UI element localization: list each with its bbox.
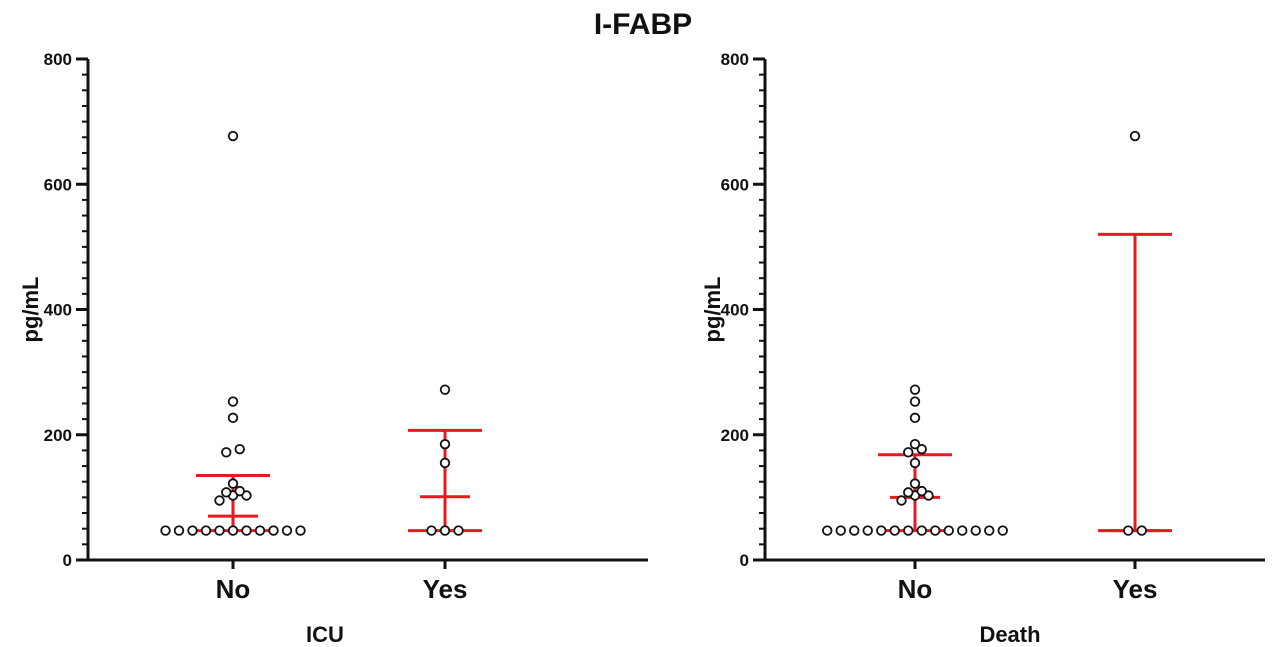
data-point xyxy=(160,525,171,536)
data-point xyxy=(227,412,239,424)
x-axis-title: Death xyxy=(979,622,1040,647)
data-point xyxy=(876,525,887,536)
data-point xyxy=(254,525,266,536)
data-point xyxy=(909,412,921,424)
y-tick-label: 400 xyxy=(44,301,72,320)
data-point xyxy=(943,525,954,536)
data-point xyxy=(909,396,921,407)
data-point xyxy=(909,438,921,450)
y-tick-label: 200 xyxy=(44,426,72,445)
data-point xyxy=(849,525,860,536)
data-point xyxy=(930,525,941,536)
data-point xyxy=(822,525,833,536)
data-point xyxy=(221,447,232,458)
data-point xyxy=(896,495,907,506)
y-tick-label: 0 xyxy=(63,551,72,570)
data-point xyxy=(281,525,293,536)
data-point xyxy=(439,525,451,536)
data-point xyxy=(1123,525,1134,536)
data-point xyxy=(227,525,239,536)
data-point xyxy=(227,478,239,489)
data-point xyxy=(970,525,981,536)
data-point xyxy=(200,525,212,536)
y-tick-label: 800 xyxy=(721,50,749,69)
data-point xyxy=(453,525,464,536)
data-point xyxy=(439,438,451,450)
data-point xyxy=(295,525,306,536)
data-point xyxy=(227,396,239,407)
x-category-label: No xyxy=(216,574,251,604)
data-point xyxy=(214,495,225,506)
y-tick-label: 800 xyxy=(44,50,72,69)
chart-panel-death: 0 200 400 600 800 No Yes pg/mL Death xyxy=(700,50,1265,647)
x-category-label: Yes xyxy=(423,574,468,604)
data-point xyxy=(234,485,245,497)
y-tick-label: 400 xyxy=(721,301,749,320)
y-axis-title: pg/mL xyxy=(18,277,43,343)
data-point xyxy=(997,525,1008,536)
data-point xyxy=(1129,130,1141,142)
data-point xyxy=(439,384,451,395)
data-point xyxy=(426,525,437,536)
data-point xyxy=(909,384,921,395)
y-tick-label: 200 xyxy=(721,426,749,445)
data-point xyxy=(957,525,968,536)
data-point xyxy=(1136,525,1147,536)
data-point xyxy=(916,525,927,536)
data-point xyxy=(173,525,185,536)
data-point xyxy=(187,525,198,536)
x-category-label: No xyxy=(898,574,933,604)
data-point xyxy=(984,525,995,536)
y-tick-label: 600 xyxy=(721,175,749,194)
data-point xyxy=(903,525,914,536)
y-axis-title: pg/mL xyxy=(700,277,725,343)
data-point xyxy=(234,443,245,455)
data-point xyxy=(268,525,279,536)
data-point xyxy=(909,457,921,469)
data-point xyxy=(909,478,921,489)
data-point xyxy=(227,130,239,142)
data-point xyxy=(916,443,927,455)
data-point xyxy=(903,487,914,498)
data-point xyxy=(862,525,873,536)
data-point xyxy=(889,525,900,536)
data-point xyxy=(903,447,914,458)
data-point xyxy=(214,525,225,536)
figure-title: I-FABP xyxy=(593,8,693,41)
data-point xyxy=(221,487,232,498)
x-category-label: Yes xyxy=(1113,574,1158,604)
data-point xyxy=(241,525,252,536)
chart-panel-icu: 0 200 400 600 800 No Yes pg/mL ICU xyxy=(18,50,648,647)
data-point xyxy=(835,525,846,536)
y-tick-label: 600 xyxy=(44,175,72,194)
data-point xyxy=(916,485,927,497)
x-axis-title: ICU xyxy=(306,622,344,647)
data-point xyxy=(439,457,451,469)
y-tick-label: 0 xyxy=(740,551,749,570)
